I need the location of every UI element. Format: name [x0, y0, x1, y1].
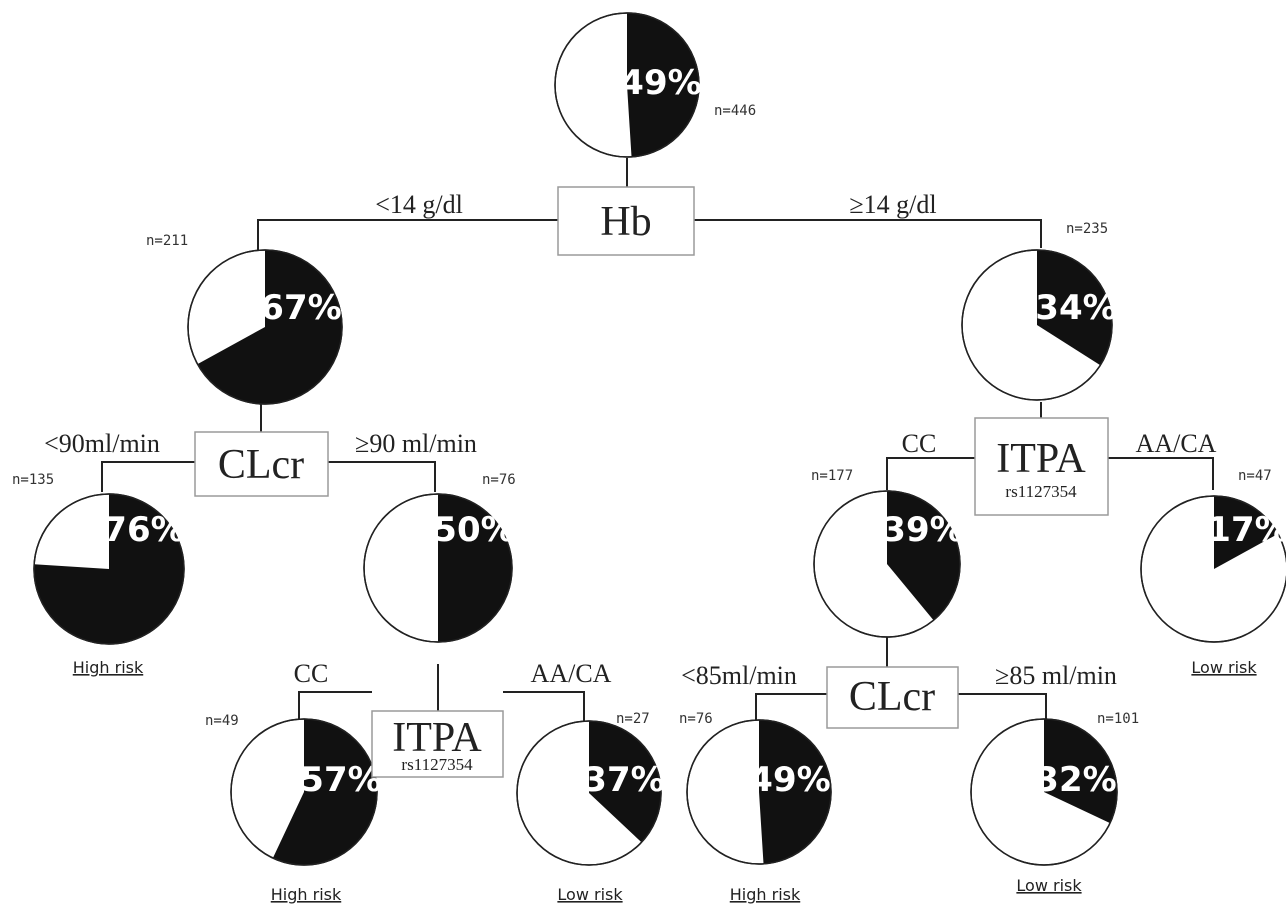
pie-outline: [187, 249, 343, 405]
pie-chart-itpa-cc-right: 39%: [813, 490, 964, 638]
n-label-itpa-aaca-left: n=27: [616, 711, 650, 727]
pie-slice-filled: [34, 494, 185, 644]
branch-label-clcr-high: ≥90 ml/min: [355, 429, 477, 458]
pie-percent-label: 49%: [620, 63, 701, 103]
node-clcr-left: CLcr: [194, 431, 329, 497]
n-label-clcr85-high: n=101: [1097, 711, 1139, 727]
pie-outline: [970, 718, 1118, 866]
pie-outline: [1140, 495, 1286, 643]
connector-lines: [101, 158, 1214, 722]
risk-label-itpa-cc-left: High risk: [271, 885, 342, 904]
pie-slice-filled: [759, 720, 832, 864]
risk-label-itpa-aaca-right: Low risk: [1191, 658, 1257, 677]
risk-labels: High risk High risk Low risk Low risk Hi…: [73, 658, 1258, 904]
node-sublabel: rs1127354: [1005, 482, 1077, 501]
pie-chart-hb-low: 67%: [187, 249, 343, 405]
n-label-clcr-low: n=135: [12, 472, 54, 488]
node-label: CLcr: [218, 442, 304, 488]
pie-slice-filled: [197, 250, 342, 404]
node-label: ITPA: [996, 436, 1086, 482]
sample-size-labels: n=446 n=211 n=235 n=135 n=76 n=49 n=27 n…: [12, 103, 1272, 729]
node-hb: Hb: [557, 186, 695, 256]
risk-label-clcr85-low: High risk: [730, 885, 801, 904]
pie-slice-filled: [589, 721, 662, 843]
pie-chart-hb-high: 34%: [961, 249, 1117, 401]
pie-outline: [961, 249, 1113, 401]
pie-slice-filled: [1044, 719, 1117, 824]
pie-outline: [33, 493, 185, 645]
branch-label-itpa-cc-right: CC: [902, 429, 937, 458]
pie-percent-label: 39%: [882, 510, 963, 550]
pie-slice-filled: [272, 719, 378, 865]
pie-percent-label: 34%: [1035, 288, 1116, 328]
pie-percent-label: 67%: [260, 288, 341, 328]
n-label-clcr85-low: n=76: [679, 711, 713, 727]
branch-label-itpa-cc-left: CC: [294, 659, 329, 688]
risk-label-itpa-aaca-left: Low risk: [557, 885, 623, 904]
n-label-clcr-high: n=76: [482, 472, 516, 488]
pie-chart-clcr-high: 50%: [363, 493, 515, 643]
pie-outline: [516, 720, 662, 866]
n-label-itpa-cc-left: n=49: [205, 713, 239, 729]
node-clcr-right: CLcr: [826, 666, 959, 729]
pie-outline: [686, 719, 832, 865]
pie-percent-label: 49%: [749, 760, 830, 800]
pie-outline: [230, 718, 378, 866]
n-label-itpa-aaca-right: n=47: [1238, 468, 1272, 484]
pie-chart-clcr85-high: 32%: [970, 718, 1118, 866]
n-label-hb-high: n=235: [1066, 221, 1108, 237]
pie-percent-label: 76%: [103, 510, 184, 550]
branch-label-hb-high: ≥14 g/dl: [849, 190, 936, 219]
pie-chart-root: 49%: [554, 12, 702, 158]
branch-labels: <14 g/dl ≥14 g/dl <90ml/min ≥90 ml/min C…: [44, 190, 1217, 690]
pie-slice-filled: [887, 491, 961, 621]
pie-chart-itpa-aaca-right: 17%: [1140, 495, 1286, 643]
pie-chart-clcr-low: 76%: [33, 493, 185, 645]
n-label-hb-low: n=211: [146, 233, 188, 249]
pie-slice-filled: [438, 494, 512, 642]
pie-percent-label: 17%: [1207, 510, 1286, 550]
pie-percent-label: 50%: [433, 510, 514, 550]
pie-slice-filled: [1037, 250, 1112, 366]
pie-outline: [813, 490, 961, 638]
pie-chart-itpa-cc-left: 57%: [230, 718, 382, 866]
n-label-itpa-cc-right: n=177: [811, 468, 853, 484]
node-itpa-right: ITPA rs1127354: [974, 417, 1109, 516]
branch-label-itpa-aaca-left: AA/CA: [531, 659, 612, 688]
pie-percent-label: 57%: [300, 760, 381, 800]
branch-label-itpa-aaca-right: AA/CA: [1136, 429, 1217, 458]
node-itpa-left: ITPA rs1127354: [371, 710, 504, 778]
node-sublabel: rs1127354: [401, 755, 473, 774]
n-label-root: n=446: [714, 103, 756, 119]
node-label: Hb: [600, 199, 651, 245]
pie-outline: [554, 12, 700, 158]
pie-outline: [363, 493, 513, 643]
pie-chart-itpa-aaca-left: 37%: [516, 720, 665, 866]
pie-percent-label: 37%: [583, 760, 664, 800]
branch-label-hb-low: <14 g/dl: [375, 190, 463, 219]
branch-label-clcr-low: <90ml/min: [44, 429, 160, 458]
node-label: CLcr: [849, 674, 935, 720]
pie-chart-clcr85-low: 49%: [686, 719, 832, 865]
branch-label-clcr85-high: ≥85 ml/min: [995, 661, 1117, 690]
risk-label-clcr-low: High risk: [73, 658, 144, 677]
node-label: ITPA: [392, 715, 482, 761]
branch-label-clcr85-low: <85ml/min: [681, 661, 797, 690]
pie-percent-label: 32%: [1035, 760, 1116, 800]
pie-slice-filled: [627, 12, 700, 157]
risk-label-clcr85-high: Low risk: [1016, 876, 1082, 895]
